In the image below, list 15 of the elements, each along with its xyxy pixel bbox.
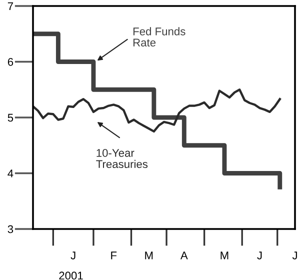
x-tick-label: F [111,252,117,260]
x-tick-label: A [180,252,188,260]
text: Fed Funds Rate [133,27,186,47]
y-tick-label: 3 [8,225,14,234]
x-tick-label: J [292,252,297,260]
y-tick-label: 6 [8,58,14,66]
x-tick-label: M [220,252,228,260]
x-axis-title: 2001 [59,272,83,280]
y-tick-label: 5 [8,114,14,122]
x-tick-label: J [257,252,262,260]
x-tick-label: M [145,252,153,260]
x-tick-label: J [70,252,76,260]
legend-label: 10-Year Treasuries [96,149,148,168]
y-tick-label: 7 [8,2,13,10]
y-tick-label: 4 [8,170,14,178]
